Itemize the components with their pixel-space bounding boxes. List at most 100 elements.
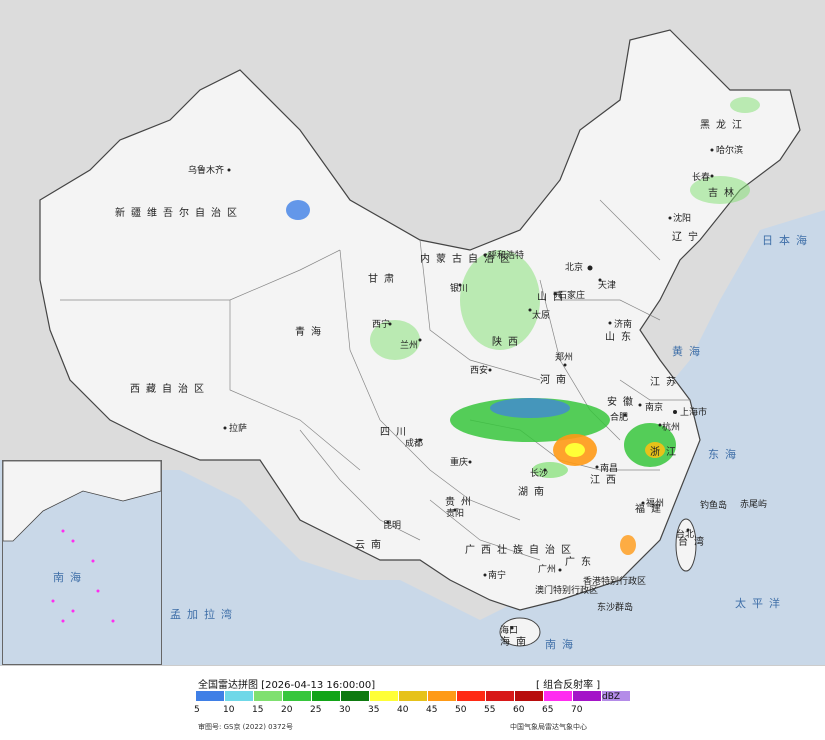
color-swatch	[602, 691, 630, 701]
legend-tick-label: 55	[484, 705, 496, 715]
radar-cell-guangdong-coast	[620, 535, 636, 555]
color-swatch	[254, 691, 282, 701]
color-swatch	[486, 691, 514, 701]
city-beijing: 北京	[565, 261, 583, 273]
radar-cell-hubei-peak	[565, 443, 585, 457]
taiwan-island	[675, 518, 697, 572]
city-jinan: 济南	[614, 318, 632, 330]
sea-south-china: 南海	[545, 637, 579, 651]
label-gansu: 甘肃	[368, 272, 400, 285]
radar-cell-heilongjiang	[730, 97, 760, 113]
region-labels: 新疆维吾尔自治区 西藏自治区 青海 甘肃 内蒙古自治区 四川 云南 贵州 广西壮…	[115, 118, 742, 648]
city-nanchang: 南昌	[600, 462, 618, 474]
color-swatch	[428, 691, 456, 701]
label-neimenggu: 内蒙古自治区	[420, 252, 516, 265]
sea-east: 东海	[708, 447, 742, 461]
island-chiwei: 赤尾屿	[740, 499, 767, 510]
label-xinjiang: 新疆维吾尔自治区	[115, 206, 243, 219]
island-diaoyu: 钓鱼岛	[700, 499, 727, 511]
legend-product: [ 组合反射率 ]	[536, 680, 601, 691]
color-swatch	[225, 691, 253, 701]
city-kunming: 昆明	[383, 520, 401, 531]
label-taiwan: 台湾	[678, 535, 710, 548]
label-henan: 河南	[540, 373, 572, 386]
city-shijiazhuang: 石家庄	[558, 289, 585, 301]
label-jiangsu: 江苏	[650, 375, 682, 388]
legend-tick-label: 40	[397, 705, 409, 715]
legend-tick-label: 70	[571, 705, 583, 715]
legend-tick-label: 65	[542, 705, 554, 715]
city-hohhot: 呼和浩特	[488, 249, 524, 261]
city-xining: 西宁	[372, 318, 390, 330]
city-guiyang: 贵阳	[446, 507, 464, 519]
legend-unit: dBZ	[602, 692, 621, 702]
color-swatch	[283, 691, 311, 701]
radar-cell-northeast	[690, 176, 750, 204]
city-taiyuan: 太原	[532, 309, 550, 321]
city-hefei: 合肥	[610, 411, 628, 423]
legend-tick-label: 35	[368, 705, 380, 715]
legend-tick-label: 30	[339, 705, 351, 715]
label-zhejiang: 浙江	[650, 446, 682, 458]
color-swatch	[399, 691, 427, 701]
color-swatch	[196, 691, 224, 701]
city-harbin: 哈尔滨	[716, 144, 743, 156]
label-guangdong: 广东	[565, 555, 597, 568]
inset-svg: 南海	[3, 461, 161, 623]
city-chengdu: 成都	[405, 437, 423, 449]
city-urumqi: 乌鲁木齐	[188, 164, 224, 176]
radar-cell-qinghai	[370, 320, 420, 360]
city-changsha: 长沙	[530, 467, 548, 479]
legend-panel	[0, 665, 825, 740]
china-map-svg: 新疆维吾尔自治区 西藏自治区 青海 甘肃 内蒙古自治区 四川 云南 贵州 广西壮…	[0, 0, 825, 651]
label-jilin: 吉林	[708, 186, 740, 199]
legend-tick-label: 60	[513, 705, 525, 715]
label-guizhou: 贵州	[445, 495, 477, 508]
legend-title: 全国雷达拼图 [2026-04-13 16:00:00]	[198, 680, 376, 691]
radar-cell-zhejiang-core	[645, 442, 665, 458]
legend-tick-label: 15	[252, 705, 264, 715]
hainan-island	[499, 617, 541, 647]
label-liaoning: 辽宁	[672, 230, 704, 243]
radar-map: 新疆维吾尔自治区 西藏自治区 青海 甘肃 内蒙古自治区 四川 云南 贵州 广西壮…	[0, 0, 825, 665]
agency-name: 中国气象局雷达气象中心	[510, 723, 587, 731]
radar-cell-hunan	[532, 462, 568, 478]
city-fuzhou: 福州	[646, 497, 664, 509]
label-sichuan: 四川	[380, 427, 412, 438]
island-labels: 钓鱼岛 赤尾屿 东沙群岛	[597, 499, 767, 613]
sea-japan: 日本海	[762, 233, 813, 247]
color-swatch	[515, 691, 543, 701]
map-approval-number: 审图号: GS京 (2022) 0372号	[198, 723, 293, 731]
label-hainan: 海南	[500, 635, 532, 648]
city-hangzhou: 杭州	[662, 421, 680, 433]
legend-tick-label: 10	[223, 705, 235, 715]
sea-bengal: 孟加拉湾	[170, 607, 238, 621]
label-jiangxi: 江西	[590, 474, 622, 486]
china-outline	[39, 29, 801, 611]
city-changchun: 长春	[692, 171, 710, 183]
label-yunnan: 云南	[355, 538, 387, 551]
city-macau: 澳门特别行政区	[535, 584, 598, 596]
legend-tick-label: 5	[194, 705, 200, 715]
radar-echoes	[286, 97, 760, 555]
city-hongkong: 香港特别行政区	[583, 575, 646, 587]
radar-cell-yangtze-band	[450, 398, 610, 442]
label-shaanxi: 陕西	[492, 335, 524, 348]
color-scale	[196, 691, 631, 701]
label-shandong: 山东	[605, 330, 637, 343]
sea-labels: 日本海 黄海 东海 太平洋 孟加拉湾 南海	[170, 233, 813, 651]
radar-cell-north-china	[460, 250, 540, 350]
south-china-sea-inset: 南海	[2, 460, 162, 665]
island-dongsha: 东沙群岛	[597, 601, 633, 613]
label-fujian: 福建	[635, 502, 667, 515]
city-shenyang: 沈阳	[673, 212, 691, 224]
city-shanghai: 上海市	[680, 406, 707, 418]
city-nanjing: 南京	[645, 401, 663, 413]
city-yinchuan: 银川	[450, 282, 468, 294]
label-qinghai: 青海	[295, 325, 327, 338]
label-xizang: 西藏自治区	[130, 382, 210, 395]
sea-pacific: 太平洋	[735, 596, 786, 610]
city-zhengzhou: 郑州	[555, 351, 573, 363]
color-swatch	[312, 691, 340, 701]
label-anhui: 安徽	[607, 395, 639, 408]
